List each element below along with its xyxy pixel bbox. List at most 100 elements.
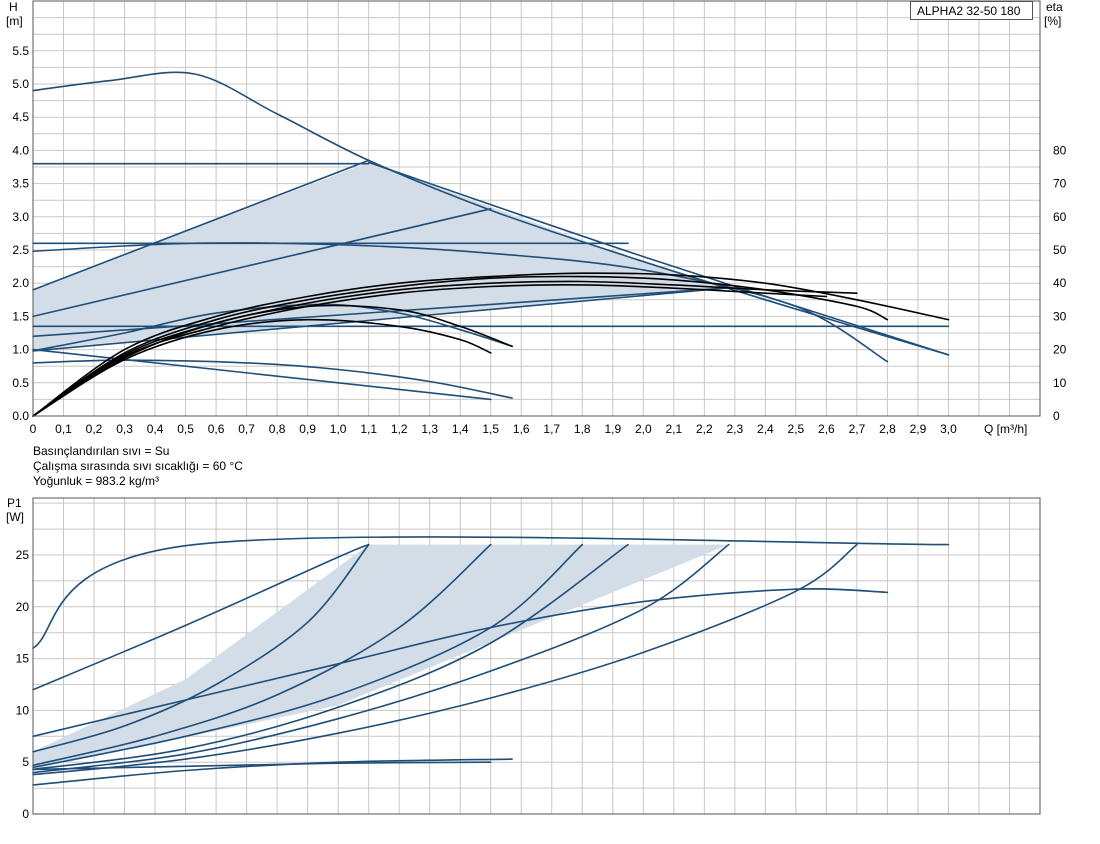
- x-tick-label: 0,2: [86, 422, 103, 436]
- x-tick-label: 2,6: [818, 422, 835, 436]
- x-tick-label: 1,8: [574, 422, 591, 436]
- x-tick-label: 0,8: [269, 422, 286, 436]
- power-curve: [32, 543, 584, 769]
- eta-curve: [32, 280, 858, 417]
- flow-axis-label: Q [m³/h]: [984, 422, 1027, 436]
- y-tick-label: 25: [16, 548, 30, 562]
- x-tick-label: 0,9: [299, 422, 316, 436]
- y2-tick-label: 20: [1053, 343, 1067, 357]
- x-tick-label: 1,4: [452, 422, 469, 436]
- x-tick-label: 0: [30, 422, 37, 436]
- power-chart-axes: 0 5 10 15 20 25: [16, 497, 1041, 821]
- power-curve: [32, 543, 492, 767]
- y-tick-label: 5: [22, 755, 29, 769]
- head-curve: [32, 348, 492, 401]
- y-tick-label: 20: [16, 600, 30, 614]
- y-tick-label: 4.0: [12, 143, 29, 157]
- efficiency-axis-unit: [%]: [1044, 14, 1061, 28]
- head-curve: [32, 287, 730, 352]
- power-curve: [32, 543, 730, 774]
- head-curve: [32, 242, 889, 363]
- y-tick-label: 5.0: [12, 77, 29, 91]
- x-tick-label: 2,9: [910, 422, 927, 436]
- head-curve: [32, 208, 492, 318]
- y-tick-label: 0.0: [12, 409, 29, 423]
- x-tick-label: 1,5: [482, 422, 499, 436]
- y-tick-label: 4.5: [12, 110, 29, 124]
- power-curve: [32, 588, 889, 738]
- y2-tick-label: 50: [1053, 243, 1067, 257]
- pump-model-label: ALPHA2 32-50 180: [910, 1, 1033, 20]
- head-curve: [32, 303, 513, 352]
- power-axis-label: P1: [7, 496, 22, 510]
- power-curve: [32, 543, 629, 771]
- plot-frame: [32, 0, 1041, 417]
- y2-tick-label: 60: [1053, 210, 1067, 224]
- y-tick-label: 1.5: [12, 309, 29, 323]
- operating-range-area: [33, 162, 729, 350]
- fluid-note: Basınçlandırılan sıvı = Su: [33, 444, 170, 458]
- power-curve: [32, 543, 370, 691]
- x-tick-label: 1,3: [421, 422, 438, 436]
- x-tick-label: 2,0: [635, 422, 652, 436]
- x-tick-label: 1,7: [543, 422, 560, 436]
- head-axis-label: H: [9, 0, 18, 14]
- x-tick-label: 2,4: [757, 422, 774, 436]
- head-axis-unit: [m]: [6, 14, 23, 28]
- y-tick-label: 10: [16, 703, 30, 717]
- y-tick-label: 3.5: [12, 177, 29, 191]
- eta-curve: [32, 304, 513, 417]
- x-tick-label: 3,0: [940, 422, 957, 436]
- power-curve: [32, 543, 858, 776]
- x-tick-label: 0,4: [147, 422, 164, 436]
- eta-curve: [32, 318, 492, 417]
- power-chart-series: [32, 536, 950, 786]
- x-tick-label: 2,8: [879, 422, 896, 436]
- power-curve: [32, 761, 492, 771]
- y-tick-label: 2.0: [12, 276, 29, 290]
- y2-tick-label: 80: [1053, 143, 1067, 157]
- operating-range-area: [33, 544, 729, 770]
- x-tick-label: 2,3: [727, 422, 744, 436]
- x-tick-label: 1,0: [330, 422, 347, 436]
- head-curve: [32, 71, 950, 356]
- x-tick-label: 1,6: [513, 422, 530, 436]
- y-tick-label: 3.0: [12, 210, 29, 224]
- x-tick-label: 2,5: [788, 422, 805, 436]
- efficiency-axis-label: eta: [1046, 0, 1063, 14]
- y2-tick-label: 10: [1053, 376, 1067, 390]
- y2-tick-label: 40: [1053, 276, 1067, 290]
- eta-curve: [32, 272, 950, 417]
- head-curve: [367, 161, 950, 356]
- x-tick-label: 2,7: [849, 422, 866, 436]
- head-curve: [32, 159, 370, 291]
- y-tick-label: 5.5: [12, 44, 29, 58]
- x-tick-label: 0,1: [55, 422, 72, 436]
- y-tick-label: 15: [16, 652, 30, 666]
- x-tick-label: 1,9: [604, 422, 621, 436]
- x-tick-label: 2,2: [696, 422, 713, 436]
- y2-tick-label: 30: [1053, 309, 1067, 323]
- x-tick-label: 1,2: [391, 422, 408, 436]
- x-tick-label: 0,5: [177, 422, 194, 436]
- eta-curve: [32, 275, 889, 417]
- head-chart-grid: [32, 0, 1041, 417]
- power-curve: [32, 543, 370, 753]
- head-efficiency-chart: 0.0 0.5 1.0 1.5 2.0 2.5 3.0 3.5 4.0 4.5 5.0 5.5 0 10 2…: [6, 0, 1067, 436]
- y-tick-label: 0.5: [12, 376, 29, 390]
- x-tick-label: 0,6: [208, 422, 225, 436]
- x-tick-label: 0,3: [116, 422, 133, 436]
- head-chart-axes: 0.0 0.5 1.0 1.5 2.0 2.5 3.0 3.5 4.0 4.5 5.0 5.5 0 10 2…: [12, 0, 1067, 436]
- head-chart-series: [32, 71, 950, 417]
- x-tick-label: 1,1: [360, 422, 377, 436]
- y-tick-label: 0: [22, 807, 29, 821]
- head-chart-shaded-region: [33, 162, 729, 350]
- plot-frame: [32, 497, 1041, 815]
- power-chart: 0 5 10 15 20 25 P1 [W]: [6, 496, 1041, 821]
- y2-tick-label: 70: [1053, 177, 1067, 191]
- x-tick-label: 0,7: [238, 422, 255, 436]
- y-tick-label: 2.5: [12, 243, 29, 257]
- density-note: Yoğunluk = 983.2 kg/m³: [33, 474, 159, 488]
- x-tick-label: 2,1: [665, 422, 682, 436]
